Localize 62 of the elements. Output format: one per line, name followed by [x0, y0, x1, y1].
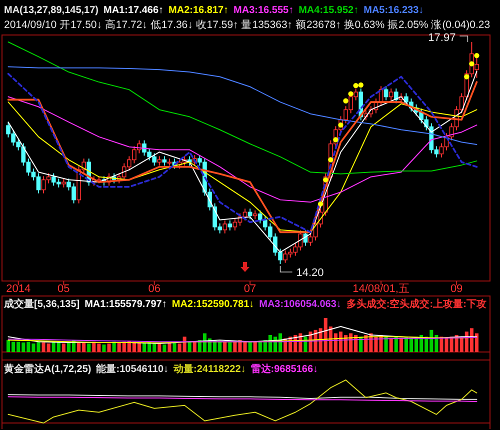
- text: 能量:10546110↓: [96, 363, 169, 375]
- x-tick-label: 06: [148, 283, 160, 295]
- candlestick: [384, 86, 388, 101]
- bar: [158, 344, 162, 352]
- point: [358, 82, 364, 88]
- bar: [102, 344, 106, 352]
- text: 雷达:9685166↓: [250, 363, 318, 375]
- text: MA4:15.952↑: [298, 5, 359, 16]
- point: [318, 201, 324, 207]
- x-tick-label: 14/08/01,五: [352, 283, 410, 295]
- bar: [87, 344, 91, 352]
- candlestick: [157, 156, 162, 166]
- candlestick: [222, 220, 228, 234]
- bar: [228, 342, 232, 352]
- chart-title: MA(13,27,89,145,17): [4, 5, 99, 16]
- bar: [188, 342, 192, 352]
- text: MA3:16.555↑: [234, 5, 294, 16]
- candlestick: [388, 88, 394, 101]
- point: [474, 52, 480, 58]
- x-tick-label: 07: [244, 283, 256, 295]
- candlestick: [258, 210, 262, 224]
- text: MA1:17.466↑: [104, 5, 164, 16]
- candlestick: [152, 152, 157, 166]
- point: [338, 122, 344, 128]
- bar: [253, 342, 257, 352]
- text: MA5:16.233↓: [364, 5, 424, 16]
- point: [343, 98, 348, 104]
- bar: [62, 344, 66, 352]
- chart-subtitle: 2014/09/10 开17.50↓ 高17.72↓ 低17.36↓ 收17.59↑ 量135363↑ 额23678↑ 换0.63% 振2.05% 涨(0.04)0.23: [4, 18, 490, 31]
- text: MA1:155579.797↑: [84, 299, 167, 310]
- point: [348, 91, 354, 96]
- text: MA3:106054.063↓: [259, 299, 342, 310]
- candlestick: [162, 156, 167, 166]
- x-tick-label: 09: [450, 283, 463, 295]
- point: [464, 74, 470, 80]
- x-tick-label: 2014: [6, 283, 31, 295]
- point: [328, 157, 334, 162]
- bar: [243, 342, 247, 352]
- point: [469, 61, 474, 66]
- bar: [399, 338, 403, 352]
- bar: [192, 342, 196, 352]
- chart-title: 成交量[5,36,135]: [3, 298, 80, 310]
- text: 多头成交:空头成交:上攻量:下攻: [346, 298, 486, 310]
- bar: [172, 342, 176, 352]
- bar: [389, 338, 393, 352]
- text: 动量:24118222↓: [172, 363, 246, 375]
- bar: [162, 344, 166, 352]
- point: [333, 137, 338, 142]
- bar: [248, 342, 252, 352]
- bar: [394, 336, 398, 352]
- chart-title: 黄金雷达A(1,72,25): [3, 363, 92, 375]
- text: 14.20: [296, 267, 324, 279]
- candlestick: [228, 220, 232, 231]
- point: [323, 177, 328, 182]
- point: [353, 82, 358, 88]
- bar: [223, 342, 227, 352]
- bar: [107, 344, 111, 352]
- annotation: 17.97: [428, 32, 456, 44]
- x-tick-label: 05: [58, 283, 70, 295]
- text: MA2:152590.781↓: [172, 299, 254, 310]
- text: MA2:16.817↑: [168, 5, 229, 16]
- bar: [384, 336, 388, 352]
